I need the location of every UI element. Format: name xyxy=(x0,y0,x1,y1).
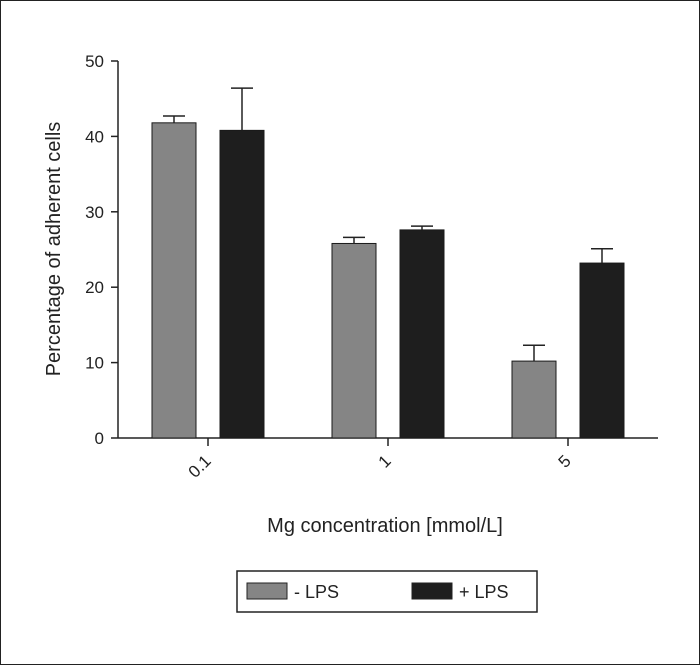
legend-label-minus-lps: - LPS xyxy=(294,582,339,602)
y-ticks: 0 10 20 30 40 50 xyxy=(85,52,118,448)
y-axis-title: Percentage of adherent cells xyxy=(43,122,65,377)
y-tick-label: 40 xyxy=(85,127,104,146)
x-tick-label: 0.1 xyxy=(185,451,215,481)
x-ticks: 0.1 1 5 xyxy=(185,438,575,482)
bar-minus-lps xyxy=(331,242,377,439)
bar-plus-lps xyxy=(399,229,445,439)
legend-swatch-minus-lps xyxy=(246,582,288,600)
error-bars xyxy=(163,87,613,362)
y-tick-label: 10 xyxy=(85,354,104,373)
bar-plus-lps xyxy=(579,262,625,439)
y-tick-label: 20 xyxy=(85,278,104,297)
legend-label-plus-lps: + LPS xyxy=(459,582,509,602)
x-tick-label: 5 xyxy=(555,451,575,471)
y-tick-label: 30 xyxy=(85,203,104,222)
bar-minus-lps xyxy=(511,360,557,439)
legend: - LPS + LPS xyxy=(236,570,538,613)
axes xyxy=(117,61,658,439)
x-tick-label: 1 xyxy=(375,451,395,471)
y-tick-label: 0 xyxy=(95,429,104,448)
legend-swatch-plus-lps xyxy=(411,582,453,600)
y-tick-label: 50 xyxy=(85,52,104,71)
bars xyxy=(151,122,625,439)
bar-plus-lps xyxy=(219,129,265,439)
x-axis-title: Mg concentration [mmol/L] xyxy=(267,515,503,537)
bar-minus-lps xyxy=(151,122,197,439)
legend-box xyxy=(236,570,538,613)
